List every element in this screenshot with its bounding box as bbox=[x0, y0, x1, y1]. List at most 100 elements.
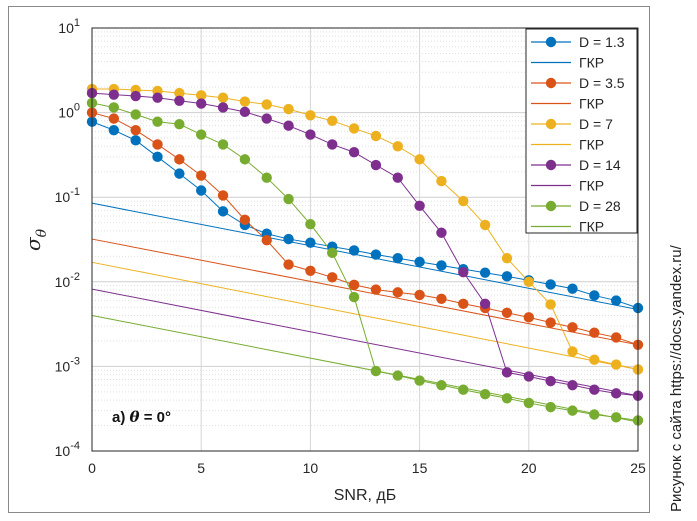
annotation-prefix: а) bbox=[112, 409, 125, 426]
y-axis-label-group: σθ bbox=[21, 228, 50, 251]
data-point bbox=[130, 124, 141, 136]
data-point bbox=[108, 124, 120, 136]
data-point bbox=[305, 110, 316, 121]
data-point bbox=[567, 379, 578, 391]
data-point bbox=[458, 266, 469, 278]
data-point bbox=[545, 401, 556, 413]
data-point bbox=[152, 92, 163, 103]
data-point bbox=[348, 291, 360, 303]
data-point bbox=[239, 96, 251, 107]
y-tick-label: 100 bbox=[58, 102, 80, 121]
data-point bbox=[545, 317, 556, 328]
y-tick-label: 10-4 bbox=[55, 440, 80, 459]
data-point bbox=[261, 172, 272, 183]
legend-marker bbox=[545, 118, 557, 130]
data-point bbox=[436, 293, 447, 304]
data-point bbox=[589, 409, 600, 420]
y-tick-labels: 10-4 10-3 10-2 10-1 100 101 bbox=[55, 17, 80, 459]
crb-line-3 bbox=[91, 238, 639, 346]
data-point bbox=[174, 87, 185, 99]
data-point bbox=[501, 307, 513, 319]
data-point bbox=[610, 359, 622, 370]
data-point bbox=[305, 265, 316, 276]
data-point bbox=[523, 371, 534, 382]
legend-marker bbox=[545, 36, 557, 48]
data-point bbox=[196, 98, 207, 109]
panel-annotation: а) θ = 0° bbox=[112, 408, 171, 426]
data-point bbox=[414, 200, 425, 212]
data-point bbox=[414, 256, 425, 268]
data-point bbox=[501, 253, 513, 264]
data-point bbox=[348, 279, 360, 291]
data-point bbox=[108, 89, 120, 100]
crb-line-1 bbox=[91, 202, 639, 311]
y-axis-label: σ bbox=[21, 236, 45, 251]
data-point bbox=[196, 90, 207, 101]
data-point bbox=[392, 141, 403, 152]
legend-label: D = 14 bbox=[579, 157, 621, 173]
legend-label: ГКР bbox=[579, 178, 604, 194]
data-point bbox=[436, 175, 447, 187]
data-point bbox=[217, 206, 229, 217]
x-tick-labels: 0 5 10 15 20 25 bbox=[88, 460, 646, 476]
data-point bbox=[217, 190, 229, 201]
data-point bbox=[523, 312, 534, 323]
data-point bbox=[239, 214, 251, 226]
plot-area-border bbox=[91, 27, 639, 452]
data-point bbox=[545, 375, 556, 387]
data-point bbox=[327, 272, 338, 283]
data-point bbox=[217, 139, 229, 150]
data-point bbox=[283, 193, 294, 205]
data-point bbox=[152, 116, 163, 127]
x-tick-label: 25 bbox=[630, 460, 646, 476]
data-point bbox=[239, 154, 251, 165]
data-point bbox=[130, 135, 141, 146]
data-point bbox=[567, 322, 578, 333]
data-point bbox=[305, 129, 316, 140]
grid bbox=[91, 28, 639, 452]
x-tick-label: 5 bbox=[197, 460, 205, 476]
data-point bbox=[174, 154, 185, 165]
y-tick-label: 10-1 bbox=[55, 186, 80, 205]
data-point bbox=[523, 276, 534, 287]
legend-label: D = 7 bbox=[579, 116, 613, 132]
legend-label: ГКР bbox=[579, 96, 604, 112]
data-point bbox=[545, 279, 556, 290]
x-axis-label: SNR, дБ bbox=[334, 487, 397, 504]
data-point bbox=[261, 99, 272, 110]
data-point bbox=[217, 102, 229, 113]
data-point bbox=[501, 271, 513, 282]
data-point bbox=[174, 95, 185, 106]
data-point bbox=[589, 327, 600, 338]
data-point bbox=[392, 370, 403, 381]
data-point bbox=[261, 235, 272, 246]
data-point bbox=[589, 290, 600, 301]
data-point bbox=[196, 185, 207, 196]
data-point bbox=[458, 384, 469, 395]
data-point bbox=[414, 154, 425, 165]
data-point bbox=[567, 405, 578, 416]
annotation-symbol: θ bbox=[130, 408, 140, 426]
legend-label: D = 1.3 bbox=[579, 34, 625, 50]
data-point bbox=[305, 237, 316, 248]
data-point bbox=[348, 147, 360, 158]
data-point bbox=[327, 247, 338, 259]
data-point bbox=[392, 287, 403, 298]
side-caption: Рисунок с сайта https://docs.yandex.ru/ bbox=[668, 244, 685, 512]
data-point bbox=[327, 115, 338, 126]
data-point bbox=[392, 253, 403, 264]
data-point bbox=[196, 129, 207, 140]
data-point bbox=[196, 170, 207, 181]
legend-label: D = 3.5 bbox=[579, 75, 625, 91]
data-point bbox=[108, 113, 120, 124]
legend-marker bbox=[545, 159, 557, 171]
data-point bbox=[458, 195, 469, 207]
legend-marker bbox=[545, 77, 557, 89]
annotation-rest: = 0° bbox=[140, 409, 171, 426]
data-point bbox=[479, 298, 491, 309]
data-point bbox=[414, 289, 425, 301]
x-tick-label: 0 bbox=[88, 460, 96, 476]
legend-marker bbox=[545, 200, 557, 212]
data-point bbox=[174, 118, 185, 130]
data-point bbox=[436, 379, 447, 391]
